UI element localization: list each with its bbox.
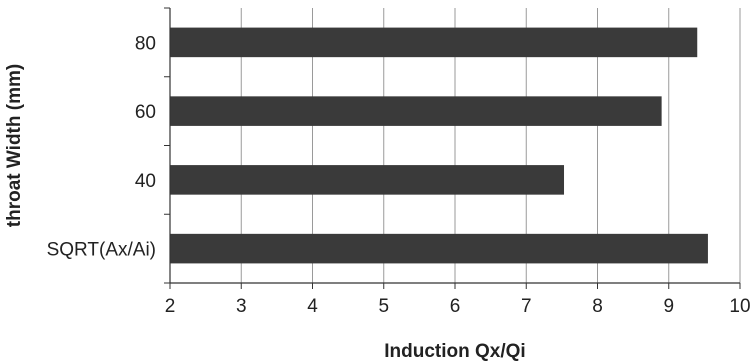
y-tick-label: 80 bbox=[135, 33, 156, 54]
x-tick-label: 7 bbox=[521, 296, 532, 317]
bar-sqrt-ax-ai bbox=[170, 233, 708, 264]
bar-40 bbox=[170, 165, 565, 195]
x-tick-label: 5 bbox=[378, 296, 389, 317]
x-tick-label: 3 bbox=[236, 296, 247, 317]
x-tick-label: 9 bbox=[663, 296, 674, 317]
y-axis-title: throat Width (mm) bbox=[4, 64, 25, 227]
x-tick-label: 6 bbox=[450, 296, 461, 317]
bar-60 bbox=[170, 96, 662, 126]
y-tick-label: SQRT(Ax/Ai) bbox=[47, 240, 156, 261]
y-tick-label: 40 bbox=[135, 171, 156, 192]
x-tick-label: 2 bbox=[165, 296, 176, 317]
x-axis-title: Induction Qx/Qi bbox=[384, 341, 525, 362]
y-tick-label: 60 bbox=[135, 102, 156, 123]
x-tick-label: 8 bbox=[592, 296, 603, 317]
x-tick-labels: 2 3 4 5 6 7 8 9 10 bbox=[165, 283, 751, 317]
bar-80 bbox=[170, 27, 698, 58]
x-tick-label: 10 bbox=[729, 296, 750, 317]
y-tick-labels: SQRT(Ax/Ai) 40 60 80 bbox=[47, 7, 170, 284]
bars bbox=[170, 27, 708, 264]
x-tick-label: 4 bbox=[307, 296, 318, 317]
